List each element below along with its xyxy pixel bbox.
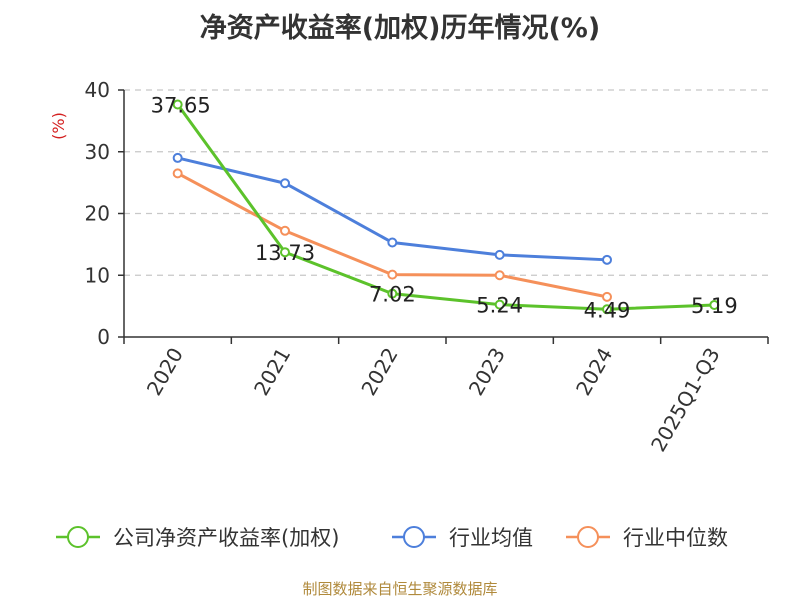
chart-title: 净资产收益率(加权)历年情况(%) (199, 13, 601, 44)
data-point (172, 99, 183, 110)
x-tick-label: 2021 (249, 344, 295, 400)
data-point (387, 269, 398, 280)
axes: 0 10 20 30 40 2020 2021 2022 2023 2024 2025Q1-Q3 (85, 78, 769, 456)
legend-marker (403, 526, 425, 548)
data-point (280, 225, 290, 236)
data-point (172, 152, 183, 163)
y-axis-label: (%) (49, 112, 68, 140)
data-label: 5.19 (691, 294, 738, 318)
data-label: 37.65 (151, 94, 211, 118)
legend-label: 行业中位数 (623, 526, 728, 550)
data-point (602, 254, 612, 265)
data-point (602, 304, 612, 315)
data-point (280, 178, 290, 189)
legend-marker (577, 526, 599, 548)
legend-label: 公司净资产收益率(加权) (113, 526, 339, 550)
data-point (709, 299, 720, 310)
x-tick-label: 2022 (356, 344, 402, 400)
data-point (172, 168, 183, 179)
x-tick-label: 2024 (571, 344, 617, 400)
y-tick-label: 10 (85, 263, 110, 287)
y-tick-label: 0 (97, 325, 110, 349)
legend-label: 行业均值 (449, 526, 533, 550)
data-label: 13.73 (255, 241, 315, 265)
y-tick-label: 40 (85, 78, 110, 102)
legend: 公司净资产收益率(加权) 行业均值 行业中位数 (56, 526, 728, 550)
x-tick-label: 2025Q1-Q3 (646, 344, 725, 456)
y-tick-label: 30 (85, 140, 110, 164)
y-tick-label: 20 (85, 202, 110, 226)
legend-marker (67, 526, 89, 548)
data-point (494, 249, 505, 260)
series-line (176, 103, 715, 311)
data-labels: 37.65 13.73 7.02 5.24 4.49 5.19 (151, 94, 738, 323)
x-tick-label: 2023 (464, 343, 510, 399)
data-label: 7.02 (369, 283, 416, 307)
source-note: 制图数据来自恒生聚源数据库 (302, 580, 498, 598)
data-point (494, 270, 505, 281)
data-point (387, 237, 398, 248)
data-point (280, 247, 290, 258)
x-tick-label: 2020 (142, 344, 188, 400)
data-label: 5.24 (476, 294, 523, 318)
data-label: 4.49 (584, 298, 631, 322)
data-point (494, 299, 505, 310)
series-lines (172, 99, 720, 315)
data-point (602, 291, 612, 302)
data-point (387, 288, 398, 299)
